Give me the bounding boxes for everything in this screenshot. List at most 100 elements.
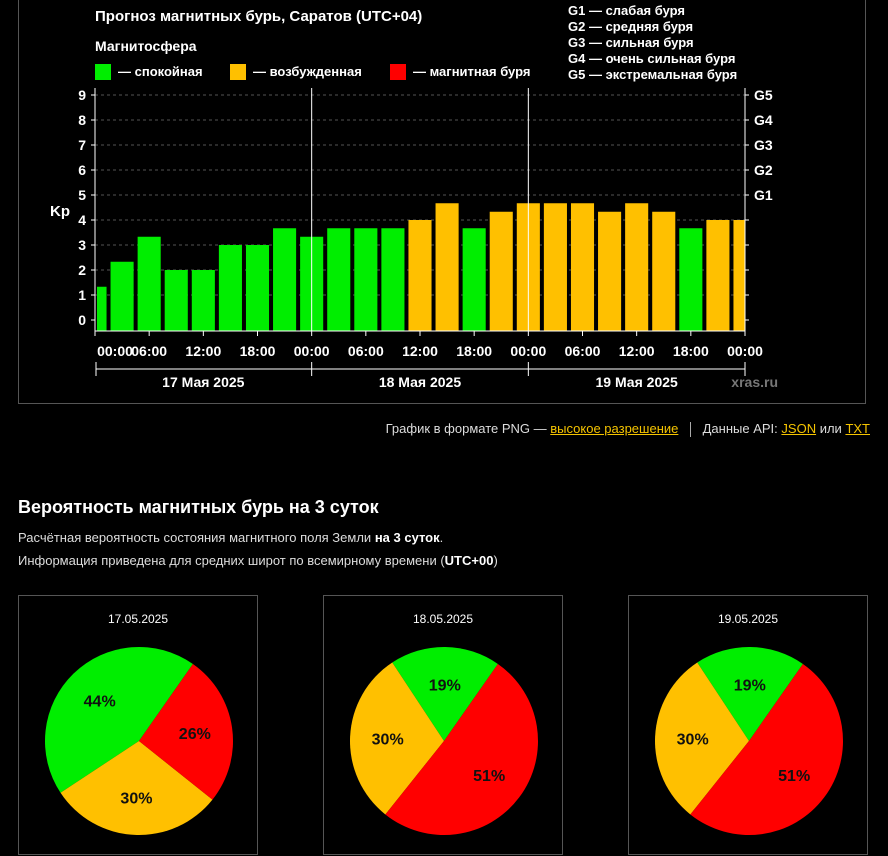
g-tick-label: G1 [754, 187, 773, 203]
kp-bar [652, 211, 676, 331]
g-tick-label: G5 [754, 87, 773, 103]
pie-slice [385, 663, 538, 835]
y-tick-label: 3 [78, 237, 86, 253]
pie-slice [60, 741, 213, 835]
x-tick-label: 18:00 [456, 343, 492, 359]
y-tick-label: 7 [78, 137, 86, 153]
desc2-bold: UTC+00 [444, 553, 494, 568]
kp-bar [625, 203, 649, 331]
kp-bar [381, 228, 405, 331]
legend-label: — магнитная буря [413, 64, 530, 79]
g-tick-label: G4 [754, 112, 773, 128]
storm-scale-entry: G5 — экстремальная буря [568, 67, 737, 82]
kp-bar [110, 261, 134, 331]
png-caption: График в формате PNG — [385, 421, 547, 436]
pie-card-day-3: 19.05.2025 19% 30% 51% [628, 595, 868, 855]
kp-bar [679, 228, 703, 331]
kp-bar [598, 211, 622, 331]
y-tick-label: 2 [78, 262, 86, 278]
x-tick-label: 00:00 [510, 343, 546, 359]
pie-chart-day-1: 44% 30% 26% [44, 647, 233, 835]
y-tick-label: 0 [78, 312, 86, 328]
day-label: 18 Мая 2025 [379, 374, 461, 390]
export-links: График в формате PNG — высокое разрешени… [385, 421, 870, 438]
kp-bar [462, 228, 486, 331]
y-tick-label: 5 [78, 187, 86, 203]
kp-bar [164, 270, 188, 331]
pie-card-day-2: 18.05.2025 19% 30% 51% [323, 595, 563, 855]
or-text: или [819, 421, 842, 436]
desc2-end: ) [493, 553, 498, 568]
kp-chart-frame [18, 0, 866, 404]
desc2-text: Информация приведена для средних широт п… [18, 553, 445, 568]
x-tick-label: 18:00 [240, 343, 276, 359]
legend-label: — возбужденная [253, 64, 362, 79]
pie-slice-label: 19% [734, 678, 766, 695]
x-tick-label: 06:00 [565, 343, 601, 359]
y-axis-label: Kp [50, 203, 70, 220]
kp-bar [191, 270, 215, 331]
pie-chart-day-3: 19% 30% 51% [655, 647, 843, 835]
pie-slice [139, 663, 233, 800]
legend-label: — спокойная [118, 64, 203, 79]
storm-scale-entry: G4 — очень сильная буря [568, 51, 735, 66]
description-line-1: Расчётная вероятность состояния магнитно… [18, 530, 443, 545]
kp-bar [273, 228, 297, 331]
desc1-end: . [439, 530, 444, 545]
json-link[interactable]: JSON [781, 421, 817, 436]
x-tick-label: 06:00 [131, 343, 167, 359]
x-tick-label: 12:00 [402, 343, 438, 359]
pie-slice-label: 26% [179, 726, 211, 743]
kp-bar [408, 220, 432, 331]
pie-slice-label: 30% [372, 731, 404, 748]
pie-card-day-1: 17.05.2025 44% 30% 26% [18, 595, 258, 855]
pie-date: 18.05.2025 [412, 612, 474, 626]
kp-bar [354, 228, 378, 331]
hi-res-link[interactable]: высокое разрешение [550, 421, 679, 436]
x-tick-label: 12:00 [185, 343, 221, 359]
kp-bar [137, 236, 161, 331]
description-line-2: Информация приведена для средних широт п… [18, 553, 498, 568]
pie-slice-label: 30% [120, 790, 152, 807]
pie-slice [655, 662, 749, 815]
y-tick-label: 8 [78, 112, 86, 128]
kp-bar [245, 245, 270, 331]
kp-bar [435, 203, 459, 331]
pie-chart-day-2: 19% 30% 51% [350, 647, 538, 835]
storm-scale-entry: G2 — средняя буря [568, 19, 693, 34]
x-tick-label: 18:00 [673, 343, 709, 359]
section-title: Вероятность магнитных бурь на 3 суток [18, 497, 379, 517]
g-tick-label: G3 [754, 137, 773, 153]
pie-slice [44, 647, 193, 793]
legend-swatch [390, 64, 406, 80]
kp-forecast-chart: Прогноз магнитных бурь, Саратов (UTC+04)… [50, 3, 778, 390]
kp-bar [733, 220, 745, 331]
kp-bar [570, 203, 595, 331]
x-tick-label: 06:00 [348, 343, 384, 359]
pie-slice [350, 662, 444, 815]
pie-slice [697, 647, 803, 741]
g-tick-label: G2 [754, 162, 773, 178]
x-tick-label: 00:00 [727, 343, 763, 359]
desc1-bold: на 3 суток [374, 530, 440, 545]
storm-scale-entry: G3 — сильная буря [568, 35, 694, 50]
day-label: 17 Мая 2025 [162, 374, 244, 390]
kp-bar [97, 286, 107, 331]
pie-slice [690, 663, 843, 835]
x-tick-label: 00:00 [294, 343, 330, 359]
api-caption: Данные API: [702, 421, 778, 436]
y-tick-label: 6 [78, 162, 86, 178]
pie-slice-label: 19% [429, 678, 461, 695]
y-tick-label: 9 [78, 87, 86, 103]
kp-bar [218, 245, 242, 331]
day-label: 19 Мая 2025 [596, 374, 678, 390]
desc1-text: Расчётная вероятность состояния магнитно… [18, 530, 372, 545]
storm-scale-entry: G1 — слабая буря [568, 3, 685, 18]
chart-title: Прогноз магнитных бурь, Саратов (UTC+04) [95, 8, 422, 25]
pie-slice [392, 647, 498, 741]
y-tick-label: 1 [78, 287, 86, 303]
pie-date: 19.05.2025 [717, 612, 779, 626]
kp-bar [706, 220, 730, 331]
txt-link[interactable]: TXT [845, 421, 870, 436]
pie-slice-label: 30% [677, 731, 709, 748]
